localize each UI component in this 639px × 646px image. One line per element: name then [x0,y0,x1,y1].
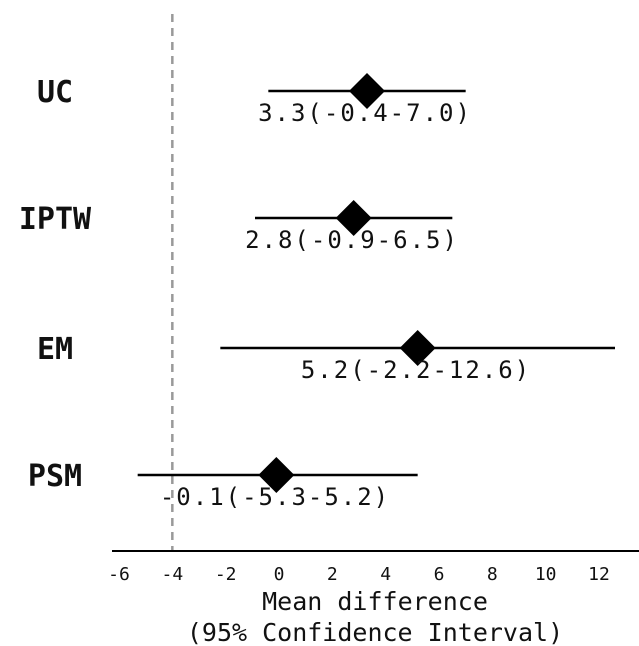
x-tick-label: -2 [215,564,237,585]
x-axis-title-line2: (95% Confidence Interval) [187,618,563,646]
forest-row: PSM -0.1(-5.3-5.2) [28,457,418,511]
estimate-diamond [349,73,385,109]
x-tick-label: 6 [434,564,445,585]
estimate-diamond [399,330,436,366]
estimate-diamond [335,200,372,236]
estimate-label: -0.1(-5.3-5.2) [160,483,390,511]
x-tick-label: 10 [535,564,557,585]
row-label: IPTW [19,202,92,237]
estimate-diamond [258,457,295,493]
forest-row: EM 5.2(-2.2-12.6) [37,330,615,384]
x-tick-label: -4 [161,564,183,585]
row-label: UC [37,75,73,110]
x-tick-label: 4 [380,564,391,585]
x-tick-label: 0 [274,564,285,585]
estimate-label: 2.8(-0.9-6.5) [245,226,459,254]
x-tick-label: 8 [487,564,498,585]
x-tick-label: -6 [108,564,130,585]
x-axis-title-line1: Mean difference [262,587,488,616]
estimate-label: 5.2(-2.2-12.6) [301,356,531,384]
x-tick-label: 12 [588,564,610,585]
forest-row: UC 3.3(-0.4-7.0) [37,73,472,127]
row-label: PSM [28,459,82,494]
estimate-label: 3.3(-0.4-7.0) [258,99,472,127]
forest-row: IPTW 2.8(-0.9-6.5) [19,200,459,254]
x-tick-label: 2 [327,564,338,585]
row-label: EM [37,332,73,367]
